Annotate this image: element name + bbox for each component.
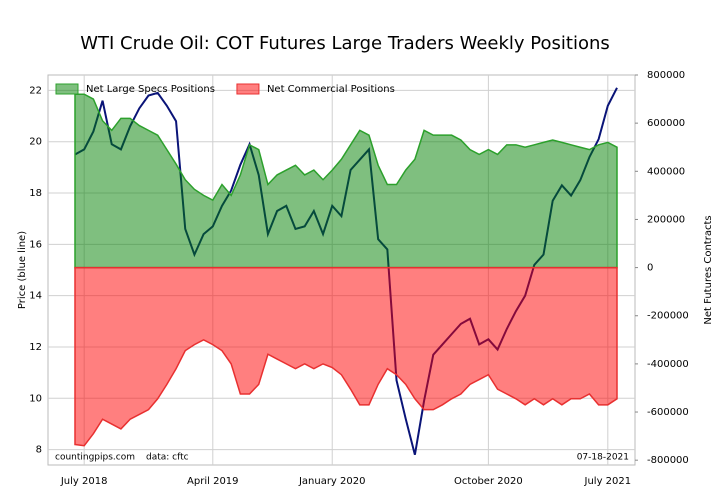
x-tick-label: January 2020 [298, 476, 366, 487]
plot-area [47, 74, 636, 466]
y2-tick-label: 800000 [647, 70, 685, 81]
y2-tick-label: 400000 [647, 166, 685, 177]
legend-swatch [55, 83, 79, 95]
y2-tick-label: 0 [647, 263, 653, 274]
x-tick-label: April 2019 [187, 476, 238, 487]
x-tick-label: October 2020 [454, 476, 523, 487]
y-tick-label: 12 [29, 342, 42, 353]
y2-axis-title: Net Futures Contracts [703, 215, 714, 324]
chart-title: WTI Crude Oil: COT Futures Large Traders… [80, 33, 610, 54]
y-tick-label: 18 [29, 188, 42, 199]
legend-label: Net Commercial Positions [267, 84, 395, 95]
legend-label: Net Large Specs Positions [86, 84, 215, 95]
annotation: data: cftc [146, 453, 189, 463]
y-axis-title: Price (blue line) [17, 231, 28, 309]
y-tick-label: 10 [29, 393, 42, 404]
y2-tick-label: -600000 [647, 407, 689, 418]
y-tick-label: 20 [29, 137, 42, 148]
x-tick-label: July 2021 [584, 476, 632, 487]
y-tick-label: 16 [29, 239, 42, 250]
y-tick-label: 8 [36, 445, 42, 456]
y-tick-label: 14 [29, 291, 42, 302]
y2-tick-label: 600000 [647, 118, 685, 129]
area [74, 93, 618, 269]
y2-tick-label: -200000 [647, 311, 689, 322]
y2-tick-label: -400000 [647, 359, 689, 370]
annotation: countingpips.com [55, 453, 135, 463]
annotation: 07-18-2021 [577, 453, 629, 463]
y-tick-label: 22 [29, 85, 42, 96]
x-tick-label: July 2018 [60, 476, 108, 487]
legend-swatch [236, 83, 260, 95]
area [74, 266, 618, 447]
y2-tick-label: -800000 [647, 455, 689, 466]
y2-tick-label: 200000 [647, 214, 685, 225]
